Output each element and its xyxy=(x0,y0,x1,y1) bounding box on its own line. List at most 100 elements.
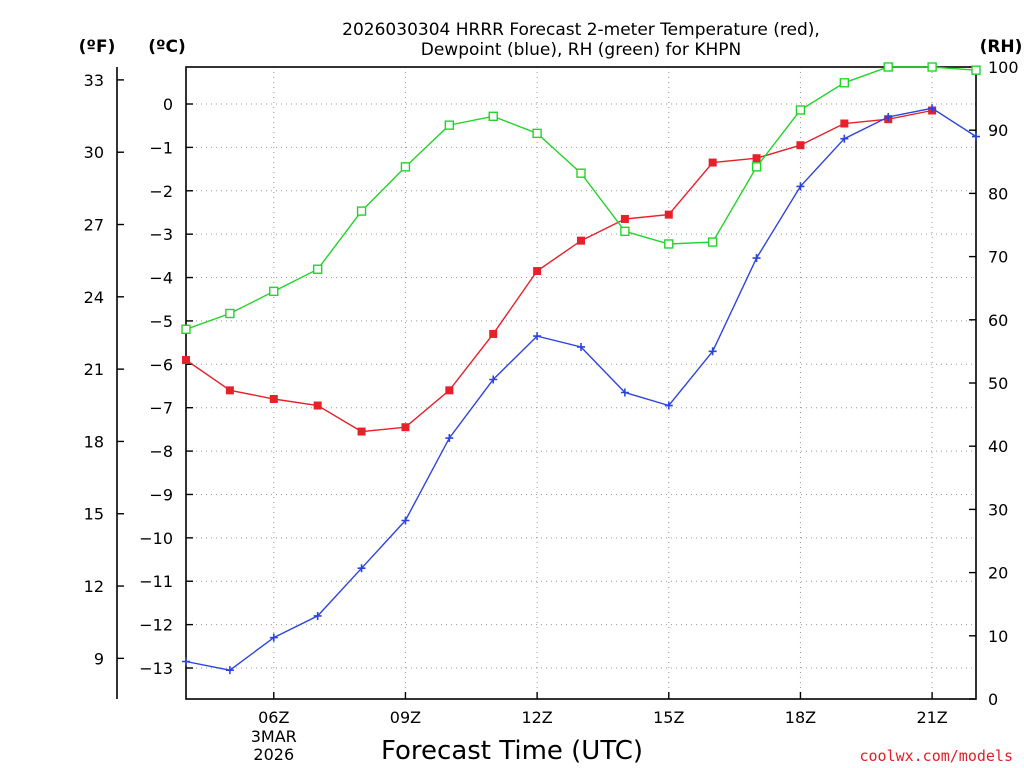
rh-tick-label: 0 xyxy=(988,690,998,709)
point-temperature xyxy=(840,119,849,128)
source-credit: coolwx.com/models xyxy=(859,747,1013,765)
fahrenheit-tick-label: 9 xyxy=(94,649,104,668)
series-temperature xyxy=(182,106,937,436)
point-dewpoint xyxy=(489,375,498,384)
point-temperature xyxy=(708,158,717,167)
point-dewpoint xyxy=(313,611,322,620)
point-rh xyxy=(839,78,850,88)
point-rh xyxy=(356,206,367,216)
time-tick-label: 12Z xyxy=(521,708,552,727)
point-rh xyxy=(620,226,630,237)
x-axis-label: Forecast Time (UTC) xyxy=(381,736,643,766)
point-temperature xyxy=(664,210,673,219)
rh-axis-unit: (RH) xyxy=(980,37,1023,57)
point-dewpoint xyxy=(664,401,673,410)
fahrenheit-tick-label: 24 xyxy=(84,288,104,307)
celsius-tick-label: −4 xyxy=(149,269,173,288)
rh-tick-label: 50 xyxy=(988,374,1008,393)
series-line-rh xyxy=(185,66,977,330)
rh-tick-label: 80 xyxy=(988,184,1008,203)
point-dewpoint xyxy=(884,113,893,122)
point-temperature xyxy=(313,401,322,410)
point-dewpoint xyxy=(752,254,761,263)
fahrenheit-tick-label: 33 xyxy=(84,71,104,90)
series-rh xyxy=(181,62,981,334)
point-temperature xyxy=(269,395,278,404)
point-rh xyxy=(795,105,806,115)
point-rh xyxy=(927,62,937,72)
fahrenheit-tick-label: 18 xyxy=(84,432,104,451)
point-rh xyxy=(181,324,191,334)
point-rh xyxy=(751,162,762,172)
point-dewpoint xyxy=(708,347,717,356)
celsius-tick-label: −10 xyxy=(139,529,173,548)
series-line-dewpoint xyxy=(185,107,977,671)
point-dewpoint xyxy=(225,666,234,675)
celsius-tick-label: −3 xyxy=(149,225,173,244)
fahrenheit-axis-unit: (ºF) xyxy=(79,37,116,57)
rh-tick-label: 70 xyxy=(988,248,1008,267)
point-dewpoint xyxy=(182,657,190,666)
point-rh xyxy=(532,128,542,139)
point-temperature xyxy=(445,386,454,395)
chart-title-line-2: Dewpoint (blue), RH (green) for KHPN xyxy=(421,40,741,60)
rh-tick-label: 100 xyxy=(988,58,1019,77)
fahrenheit-tick-label: 15 xyxy=(84,505,104,524)
point-rh xyxy=(664,239,674,249)
celsius-tick-label: −9 xyxy=(149,485,173,504)
celsius-tick-label: −12 xyxy=(139,616,173,635)
data-series xyxy=(181,62,981,675)
chart-title-line-1: 2026030304 HRRR Forecast 2-meter Tempera… xyxy=(342,20,820,40)
point-rh xyxy=(971,65,981,75)
point-temperature xyxy=(620,214,629,223)
point-temperature xyxy=(533,267,542,276)
point-rh xyxy=(225,308,235,319)
point-dewpoint xyxy=(840,134,849,143)
rh-tick-label: 60 xyxy=(988,311,1008,330)
fahrenheit-tick-label: 21 xyxy=(84,360,104,379)
point-dewpoint xyxy=(928,104,937,113)
celsius-tick-label: −13 xyxy=(139,659,173,678)
fahrenheit-tick-label: 27 xyxy=(84,216,104,235)
point-temperature xyxy=(752,154,761,163)
point-dewpoint xyxy=(269,633,278,642)
celsius-tick-label: −2 xyxy=(149,182,173,201)
grid-lines xyxy=(186,67,976,699)
plot-frame xyxy=(185,66,977,700)
time-tick-sublabel: 2026 xyxy=(253,745,294,764)
point-temperature xyxy=(225,386,234,395)
point-temperature xyxy=(401,423,410,432)
time-tick-label: 15Z xyxy=(653,708,684,727)
rh-tick-label: 30 xyxy=(988,500,1008,519)
series-line-temperature xyxy=(185,109,933,433)
time-tick-label: 21Z xyxy=(916,708,947,727)
point-temperature xyxy=(182,355,190,364)
point-dewpoint xyxy=(445,434,454,443)
point-dewpoint xyxy=(972,132,980,141)
point-rh xyxy=(707,237,718,247)
series-dewpoint xyxy=(182,104,980,675)
rh-tick-label: 10 xyxy=(988,627,1008,646)
point-rh xyxy=(488,111,498,121)
fahrenheit-tick-label: 12 xyxy=(84,577,104,596)
celsius-axis: 0 −1 −2 −3 −4 −5 −6 −7 −8 −9 −10 −11 −12 −13 xyxy=(139,95,193,678)
time-tick-label: 18Z xyxy=(785,708,816,727)
point-temperature xyxy=(577,236,585,245)
time-tick-label: 09Z xyxy=(390,708,421,727)
point-rh xyxy=(400,162,411,172)
celsius-tick-label: 0 xyxy=(163,95,173,114)
time-tick-label: 06Z xyxy=(258,708,289,727)
point-rh xyxy=(269,286,279,297)
point-temperature xyxy=(357,427,366,436)
point-dewpoint xyxy=(401,516,410,525)
point-temperature xyxy=(796,141,805,150)
celsius-tick-label: −5 xyxy=(149,312,173,331)
time-tick-sublabel: 3MAR xyxy=(251,727,297,746)
fahrenheit-axis: 33 30 27 24 21 18 15 12 9 xyxy=(84,71,124,668)
point-dewpoint xyxy=(796,182,805,191)
point-dewpoint xyxy=(533,332,542,341)
rh-tick-label: 40 xyxy=(988,437,1008,456)
celsius-axis-unit: (ºC) xyxy=(148,37,186,57)
